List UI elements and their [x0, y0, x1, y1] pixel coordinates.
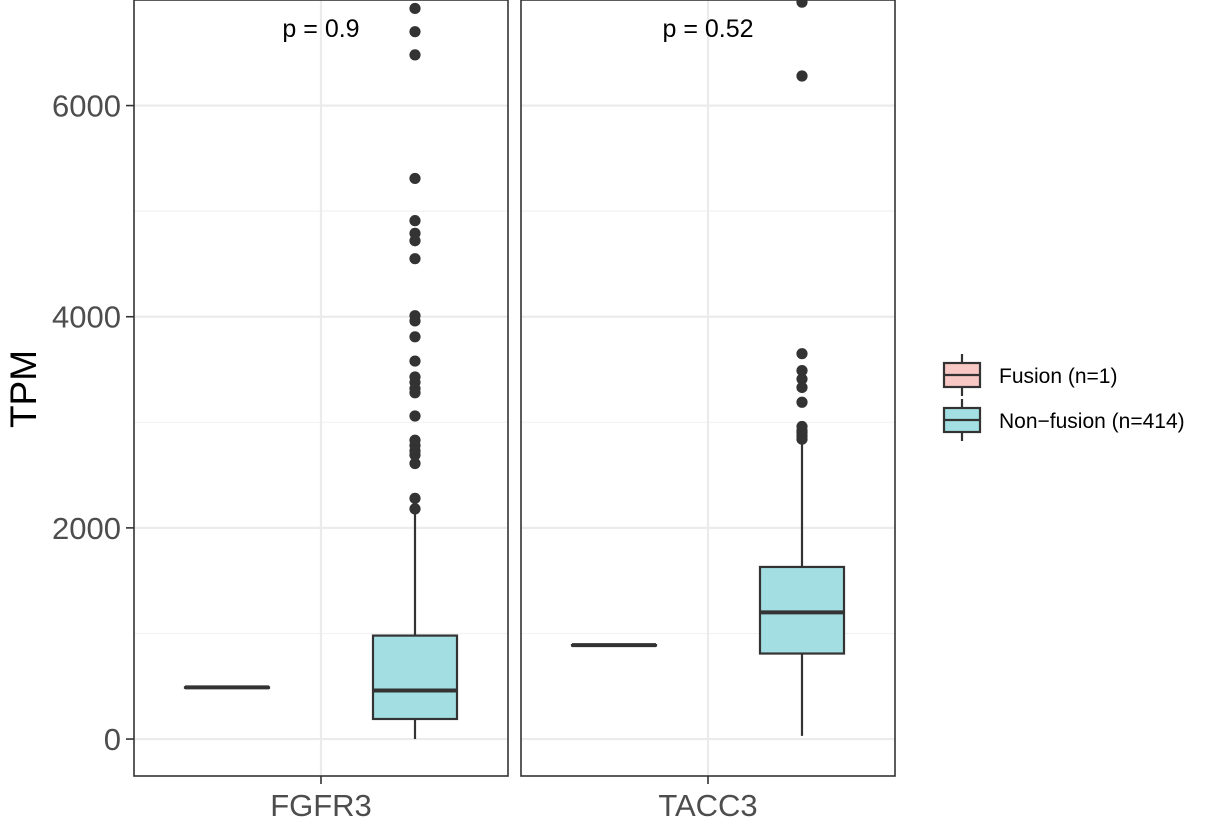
outlier-point — [409, 457, 421, 470]
outlier-point — [409, 434, 421, 446]
legend: Fusion (n=1) Non−fusion (n=414) — [942, 354, 1185, 441]
outlier-point — [409, 253, 421, 265]
legend-label: Non−fusion (n=414) — [999, 410, 1185, 433]
box-fusion — [570, 643, 658, 648]
y-axis-label: TPM — [3, 350, 44, 428]
facet-panels: p = 0.9 FGFR3 p = 0.52 TACC3 — [133, 0, 896, 819]
legend-key-non-fusion — [942, 399, 982, 441]
y-tick-label: 4000 — [52, 300, 121, 335]
box-iqr — [371, 634, 459, 721]
outlier-point — [796, 348, 808, 360]
y-tick-label: 2000 — [52, 511, 121, 546]
legend-label: Fusion (n=1) — [999, 365, 1117, 388]
outlier-point — [796, 420, 808, 433]
outlier-point — [409, 227, 421, 239]
y-tick-label: 0 — [104, 722, 121, 757]
outlier-point — [796, 70, 808, 82]
outlier-point — [796, 373, 808, 385]
outlier-point — [796, 0, 808, 8]
outlier-point — [409, 503, 421, 515]
x-tick-label: FGFR3 — [270, 788, 372, 819]
panel-tacc3: p = 0.52 TACC3 — [520, 0, 896, 819]
outlier-point — [409, 355, 421, 367]
outlier-point — [409, 310, 421, 322]
y-axis: 0 2000 4000 6000 — [52, 89, 134, 757]
pvalue-label: p = 0.52 — [662, 15, 753, 43]
y-tick-label: 6000 — [52, 89, 121, 124]
outlier-point — [409, 172, 421, 185]
outlier-point — [409, 371, 421, 383]
box-non-fusion — [758, 0, 846, 736]
box-iqr — [758, 565, 846, 655]
outlier-point — [409, 26, 421, 38]
y-axis-title: TPM — [3, 350, 44, 428]
outlier-point — [409, 2, 421, 15]
x-tick-label: TACC3 — [658, 788, 757, 819]
outlier-point — [796, 381, 808, 394]
outlier-point — [409, 49, 421, 61]
panel-fgfr3: p = 0.9 FGFR3 — [133, 0, 509, 819]
outlier-point — [796, 364, 808, 377]
box-non-fusion — [371, 2, 459, 740]
outlier-point — [409, 215, 421, 227]
pvalue-label: p = 0.9 — [282, 15, 359, 43]
outlier-point — [409, 492, 421, 504]
outlier-point — [409, 410, 421, 422]
outlier-point — [409, 331, 421, 343]
legend-key-fusion — [942, 354, 982, 396]
box-fusion — [183, 685, 271, 690]
outlier-point — [796, 396, 808, 408]
